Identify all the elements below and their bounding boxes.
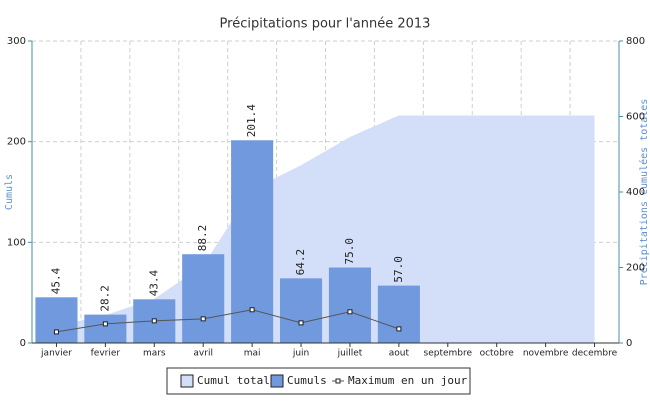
line-marker [102, 321, 108, 327]
bar [35, 297, 78, 343]
value-label: 45.4 [49, 267, 62, 294]
x-tick-label: janvier [40, 349, 72, 359]
value-label: 43.4 [147, 269, 160, 296]
value-label: 75.0 [343, 238, 356, 265]
x-tick-label: aout [389, 349, 410, 359]
bar [377, 285, 420, 343]
legend-label: Cumuls [287, 374, 327, 387]
value-label: 28.2 [98, 285, 111, 312]
line [56, 309, 400, 333]
line-marker [151, 318, 157, 324]
legend-label: Maximum en un jour [348, 374, 468, 387]
legend-box [166, 367, 471, 395]
bar [280, 278, 323, 343]
x-tick-label: avril [193, 349, 213, 359]
y2-tick-label: 400 [626, 187, 645, 198]
x-tick-label: novembre [523, 349, 569, 359]
x-tick-label: juillet [337, 349, 363, 359]
x-tick-label: mai [244, 349, 261, 359]
y2-tick-label: 600 [626, 112, 645, 123]
legend-marker [335, 378, 341, 384]
line-marker [249, 307, 255, 313]
x-tick-label: septembre [424, 349, 473, 359]
x-tick-label: octobre [480, 349, 515, 359]
value-label: 64.2 [294, 249, 307, 276]
legend-swatch [180, 374, 194, 388]
x-tick-label: fevrier [91, 349, 121, 359]
y-tick-label: 100 [7, 237, 26, 248]
value-label: 88.2 [196, 225, 209, 252]
y-tick-label: 0 [20, 338, 26, 349]
y2-axis-title: Précipitations cumulées totales [638, 99, 650, 286]
x-tick-label: juin [292, 349, 309, 359]
y-tick-label: 300 [7, 36, 26, 47]
line-marker [53, 329, 59, 335]
y2-tick-label: 800 [626, 36, 645, 47]
legend-label: Cumul total [197, 374, 270, 387]
x-tick-label: decembre [572, 349, 618, 359]
value-label: 201.4 [245, 104, 258, 137]
y2-tick-label: 0 [626, 338, 632, 349]
value-label: 57.0 [392, 256, 405, 283]
y2-tick-label: 200 [626, 263, 645, 274]
line-marker [298, 320, 304, 326]
line-marker [200, 316, 206, 322]
x-tick-label: mars [143, 349, 166, 359]
chart-title: Précipitations pour l'année 2013 [220, 17, 431, 32]
bar [182, 254, 225, 343]
legend-swatch [270, 374, 284, 388]
bar [328, 267, 371, 343]
bar [84, 314, 127, 343]
y-tick-label: 200 [7, 137, 26, 148]
line-marker [347, 309, 353, 315]
line-marker [396, 326, 402, 332]
y-axis-title: Cumuls [4, 174, 15, 210]
